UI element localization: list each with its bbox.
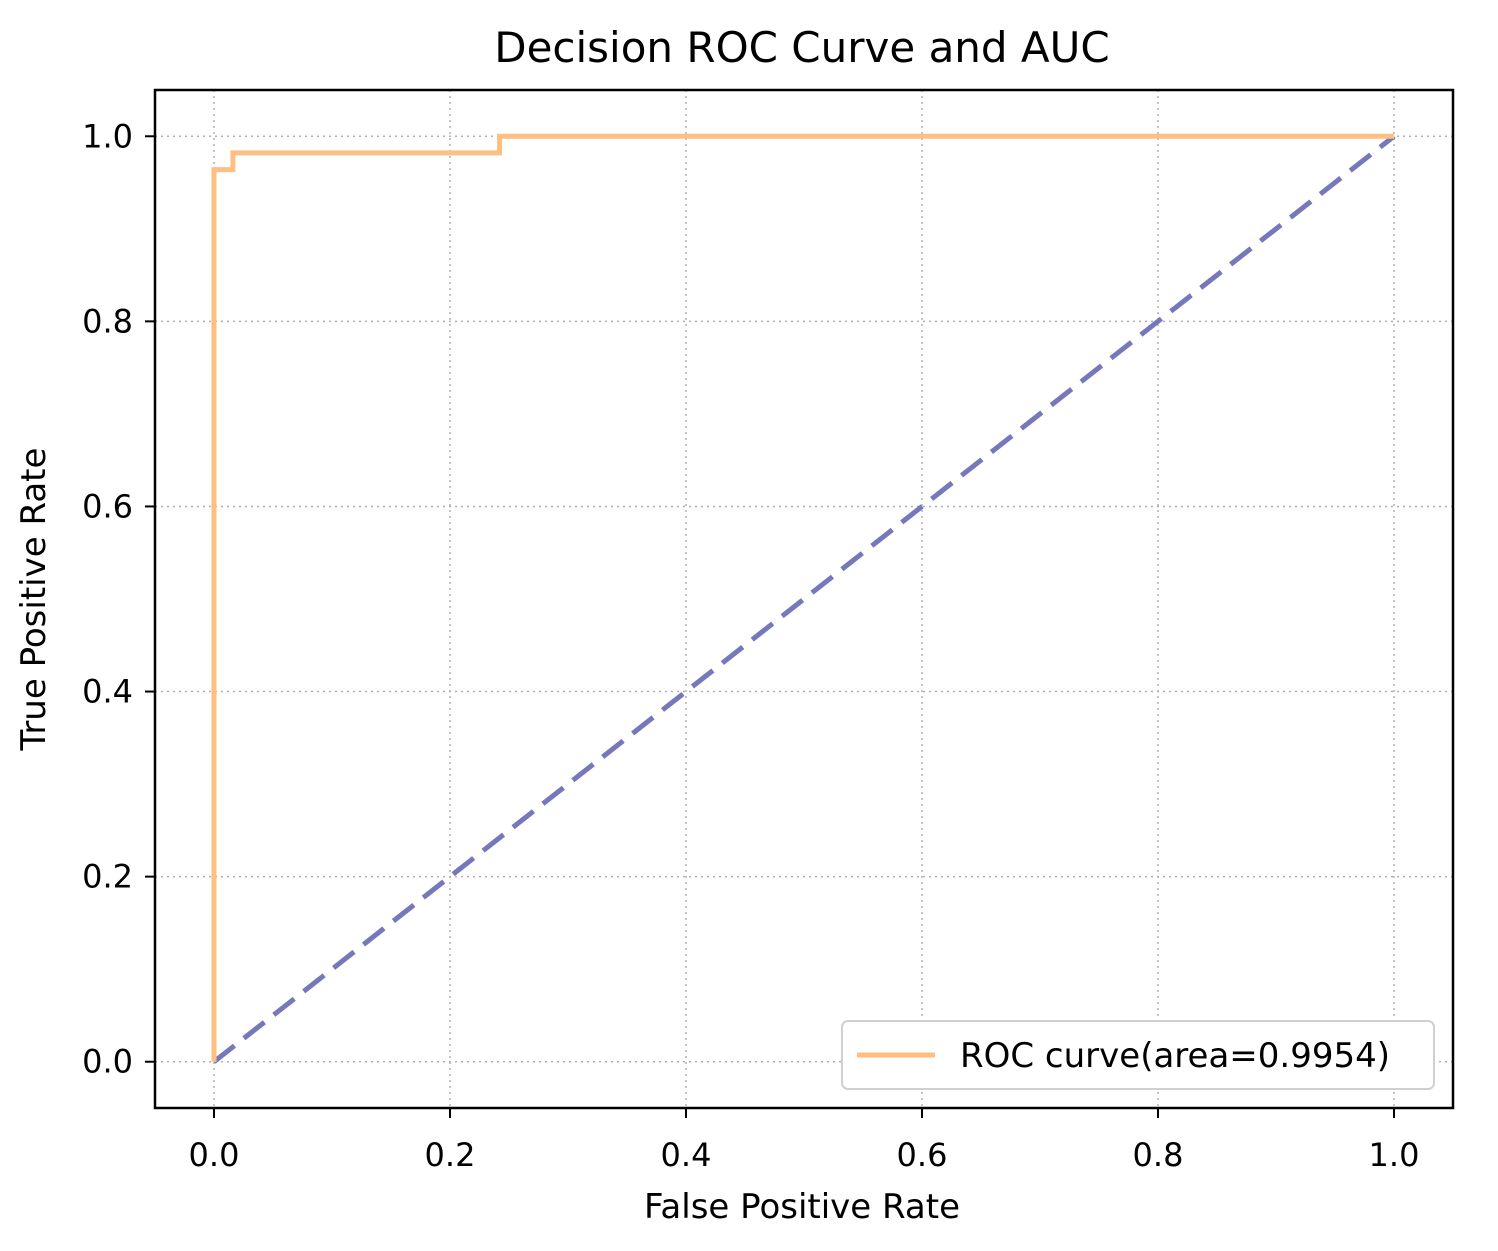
y-tick-label: 0.4 xyxy=(82,673,133,711)
roc-curve-line xyxy=(211,133,1394,1062)
x-axis-label: False Positive Rate xyxy=(644,1187,960,1227)
x-tick-label: 0.6 xyxy=(897,1136,948,1174)
x-tick-label: 0.2 xyxy=(425,1136,476,1174)
y-tick-label: 0.0 xyxy=(82,1043,133,1081)
y-tick-label: 1.0 xyxy=(82,117,133,155)
x-tick-label: 0.4 xyxy=(661,1136,712,1174)
chance-diagonal-line xyxy=(212,134,1396,1064)
x-tick-label: 0.0 xyxy=(189,1136,240,1174)
ticks-layer: 0.0 0.2 0.4 0.6 0.8 1.0 0.0 0.2 0.4 0.6 0.8 1.0 xyxy=(82,117,1419,1174)
x-tick-label: 1.0 xyxy=(1369,1136,1420,1174)
plot-frame xyxy=(153,88,1455,1110)
y-axis-label: True Positive Rate xyxy=(14,448,54,752)
chart-title: Decision ROC Curve and AUC xyxy=(494,23,1110,72)
y-tick-label: 0.6 xyxy=(82,487,133,525)
y-tick-label: 0.8 xyxy=(82,302,133,340)
series-layer xyxy=(211,133,1396,1064)
y-tick-label: 0.2 xyxy=(82,858,133,896)
x-tick-label: 0.8 xyxy=(1133,1136,1184,1174)
legend-label-roc-curve: ROC curve(area=0.9954) xyxy=(960,1036,1390,1076)
legend: ROC curve(area=0.9954) xyxy=(841,1020,1435,1090)
legend-box xyxy=(841,1020,1435,1090)
